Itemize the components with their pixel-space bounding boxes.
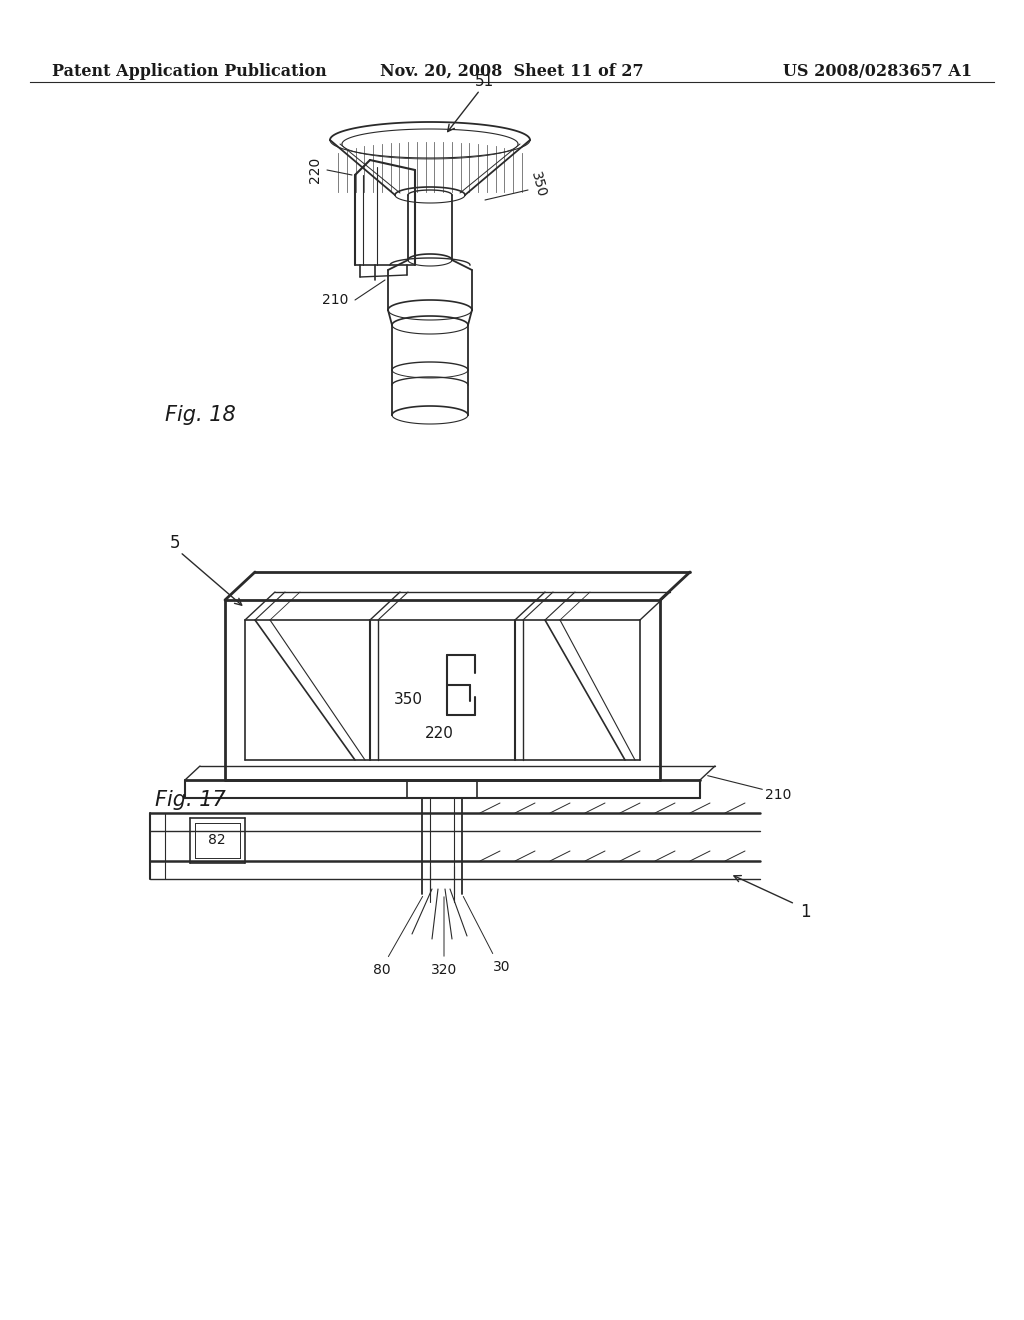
Text: 320: 320 bbox=[431, 964, 457, 977]
Text: 350: 350 bbox=[527, 170, 548, 199]
Text: US 2008/0283657 A1: US 2008/0283657 A1 bbox=[783, 63, 972, 79]
Text: 5: 5 bbox=[170, 535, 180, 552]
Text: Fig. 17: Fig. 17 bbox=[155, 789, 225, 810]
Text: 80: 80 bbox=[373, 964, 391, 977]
Text: 220: 220 bbox=[425, 726, 454, 741]
Text: 30: 30 bbox=[494, 960, 511, 974]
Text: 51: 51 bbox=[475, 74, 495, 90]
Text: 210: 210 bbox=[765, 788, 792, 803]
Text: 1: 1 bbox=[800, 903, 810, 921]
Text: Nov. 20, 2008  Sheet 11 of 27: Nov. 20, 2008 Sheet 11 of 27 bbox=[380, 63, 644, 79]
Text: Fig. 18: Fig. 18 bbox=[165, 405, 236, 425]
Text: 82: 82 bbox=[208, 833, 226, 847]
Text: 220: 220 bbox=[308, 157, 322, 183]
Text: 210: 210 bbox=[322, 293, 348, 308]
Text: Patent Application Publication: Patent Application Publication bbox=[52, 63, 327, 79]
Text: 350: 350 bbox=[393, 693, 423, 708]
